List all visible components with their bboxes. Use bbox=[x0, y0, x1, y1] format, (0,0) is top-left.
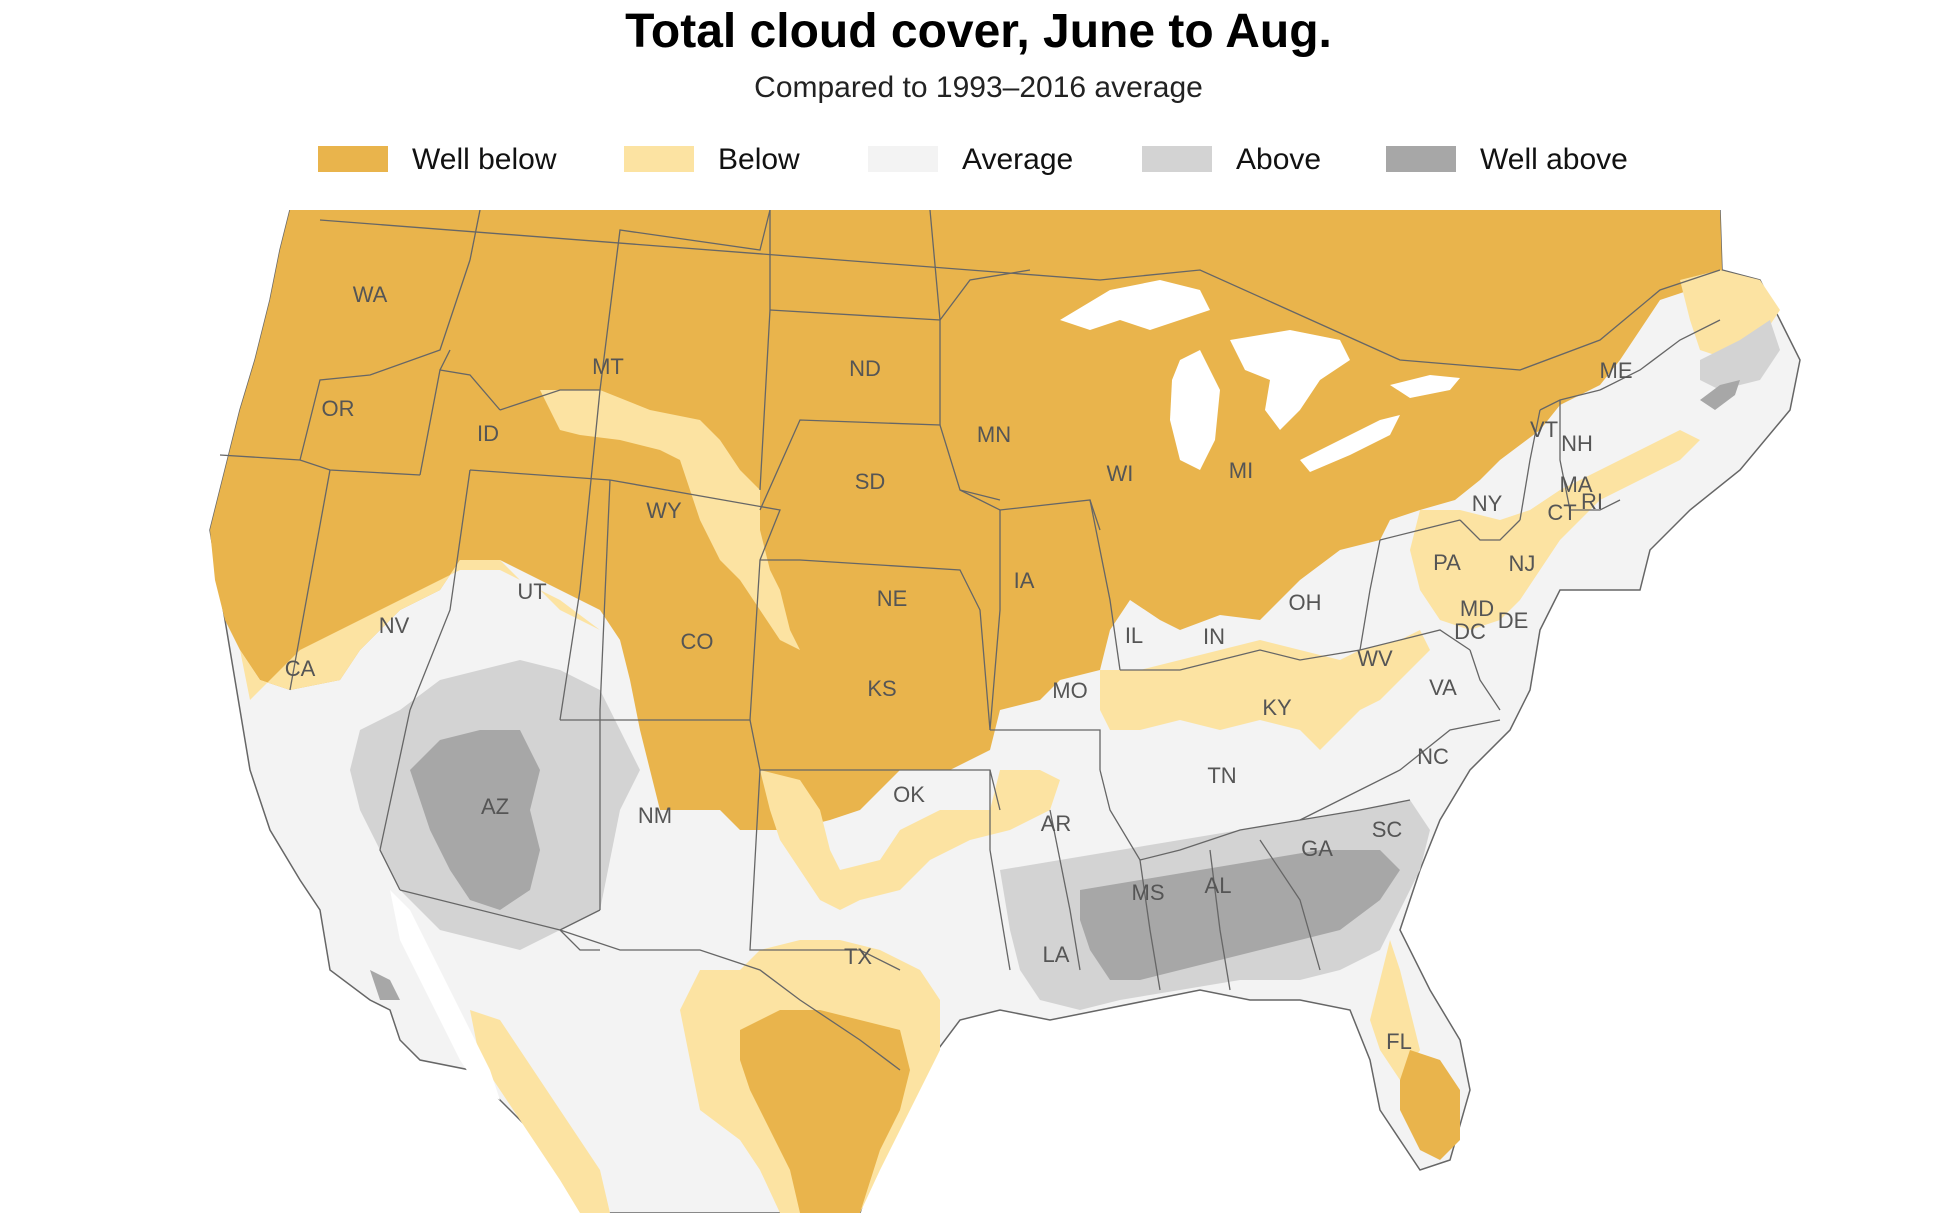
state-label-de: DE bbox=[1498, 608, 1529, 633]
state-label-id: ID bbox=[477, 421, 499, 446]
legend-label-well-below: Well below bbox=[412, 143, 557, 176]
legend-swatch-average bbox=[868, 146, 938, 172]
state-label-in: IN bbox=[1203, 624, 1225, 649]
state-label-la: LA bbox=[1043, 942, 1070, 967]
lake-superior bbox=[1060, 280, 1210, 330]
state-label-pa: PA bbox=[1433, 550, 1461, 575]
state-label-va: VA bbox=[1429, 675, 1457, 700]
region-well-above-southwest bbox=[410, 730, 540, 910]
legend-swatch-well-below bbox=[318, 146, 388, 172]
state-label-nm: NM bbox=[638, 803, 672, 828]
region-well-above-nova-scotia bbox=[1700, 380, 1740, 410]
state-label-tn: TN bbox=[1207, 763, 1236, 788]
lake-ontario bbox=[1390, 375, 1460, 398]
state-label-mo: MO bbox=[1052, 678, 1087, 703]
state-label-ga: GA bbox=[1301, 836, 1333, 861]
region-below-ohio bbox=[1100, 630, 1430, 750]
state-label-or: OR bbox=[322, 396, 355, 421]
state-label-wa: WA bbox=[353, 282, 388, 307]
region-below-florida bbox=[1370, 940, 1420, 1080]
state-label-mi: MI bbox=[1229, 458, 1253, 483]
state-label-mn: MN bbox=[977, 422, 1011, 447]
legend-swatch-above bbox=[1142, 146, 1212, 172]
state-label-ar: AR bbox=[1041, 811, 1072, 836]
region-well-above-southeast bbox=[1080, 850, 1400, 980]
state-label-dc: DC bbox=[1454, 619, 1486, 644]
state-label-az: AZ bbox=[481, 794, 509, 819]
state-label-sd: SD bbox=[855, 469, 886, 494]
state-label-wy: WY bbox=[646, 498, 682, 523]
state-label-oh: OH bbox=[1289, 590, 1322, 615]
state-label-md: MD bbox=[1460, 596, 1494, 621]
state-label-ct: CT bbox=[1547, 500, 1576, 525]
legend-label-average: Average bbox=[962, 143, 1074, 176]
state-label-wv: WV bbox=[1357, 646, 1393, 671]
state-label-ri: RI bbox=[1581, 489, 1603, 514]
state-label-sc: SC bbox=[1372, 817, 1403, 842]
state-label-ia: IA bbox=[1014, 568, 1035, 593]
state-label-co: CO bbox=[681, 629, 714, 654]
state-label-ma: MA bbox=[1560, 472, 1593, 497]
lake-huron bbox=[1230, 330, 1350, 430]
state-label-ne: NE bbox=[877, 586, 908, 611]
state-label-ok: OK bbox=[893, 782, 925, 807]
state-label-ms: MS bbox=[1132, 880, 1165, 905]
state-label-me: ME bbox=[1600, 358, 1633, 383]
state-label-ks: KS bbox=[867, 676, 896, 701]
international-borders bbox=[319, 219, 1721, 1071]
region-below-ok bbox=[760, 770, 1060, 910]
legend-swatch-well-above bbox=[1386, 146, 1456, 172]
state-borders bbox=[219, 210, 1721, 991]
region-well-above-baja bbox=[370, 970, 400, 1000]
chart-title: Total cloud cover, June to Aug. bbox=[625, 5, 1332, 58]
state-label-nh: NH bbox=[1561, 431, 1593, 456]
us-cloud-cover-map: WA OR CA ID NV UT AZ MT WY CO NM ND SD N… bbox=[209, 210, 1801, 1213]
state-label-ky: KY bbox=[1262, 695, 1292, 720]
state-label-ut: UT bbox=[517, 579, 546, 604]
state-label-tx: TX bbox=[844, 944, 872, 969]
legend-label-below: Below bbox=[718, 143, 800, 176]
region-well-below-florida bbox=[1400, 1050, 1460, 1160]
lake-erie bbox=[1300, 415, 1400, 472]
state-label-al: AL bbox=[1205, 873, 1232, 898]
region-below-west-band bbox=[215, 560, 640, 700]
legend-swatch-below bbox=[624, 146, 694, 172]
region-above-maine-coast bbox=[1700, 320, 1780, 390]
state-label-vt: VT bbox=[1530, 417, 1558, 442]
chart-subtitle: Compared to 1993–2016 average bbox=[754, 71, 1203, 104]
lake-michigan bbox=[1170, 350, 1220, 470]
legend-label-above: Above bbox=[1236, 143, 1322, 176]
state-label-nc: NC bbox=[1417, 744, 1449, 769]
region-well-below-texas bbox=[740, 1010, 910, 1213]
state-label-il: IL bbox=[1125, 623, 1143, 648]
gulf-of-california bbox=[390, 890, 500, 1100]
state-labels: WA OR CA ID NV UT AZ MT WY CO NM ND SD N… bbox=[285, 282, 1633, 1054]
region-below-northeast bbox=[1410, 430, 1700, 630]
state-label-ca: CA bbox=[285, 656, 316, 681]
legend-label-well-above: Well above bbox=[1480, 143, 1628, 176]
state-label-nd: ND bbox=[849, 356, 881, 381]
region-well-below-north bbox=[210, 210, 1722, 830]
state-label-fl: FL bbox=[1386, 1029, 1412, 1054]
region-below-baja bbox=[470, 1010, 610, 1213]
state-label-mt: MT bbox=[592, 354, 624, 379]
state-label-nv: NV bbox=[379, 613, 410, 638]
state-label-ny: NY bbox=[1472, 491, 1503, 516]
state-label-nj: NJ bbox=[1509, 551, 1536, 576]
map-container: WA OR CA ID NV UT AZ MT WY CO NM ND SD N… bbox=[0, 210, 1957, 1213]
state-label-wi: WI bbox=[1107, 461, 1134, 486]
region-below-plains bbox=[540, 390, 800, 650]
